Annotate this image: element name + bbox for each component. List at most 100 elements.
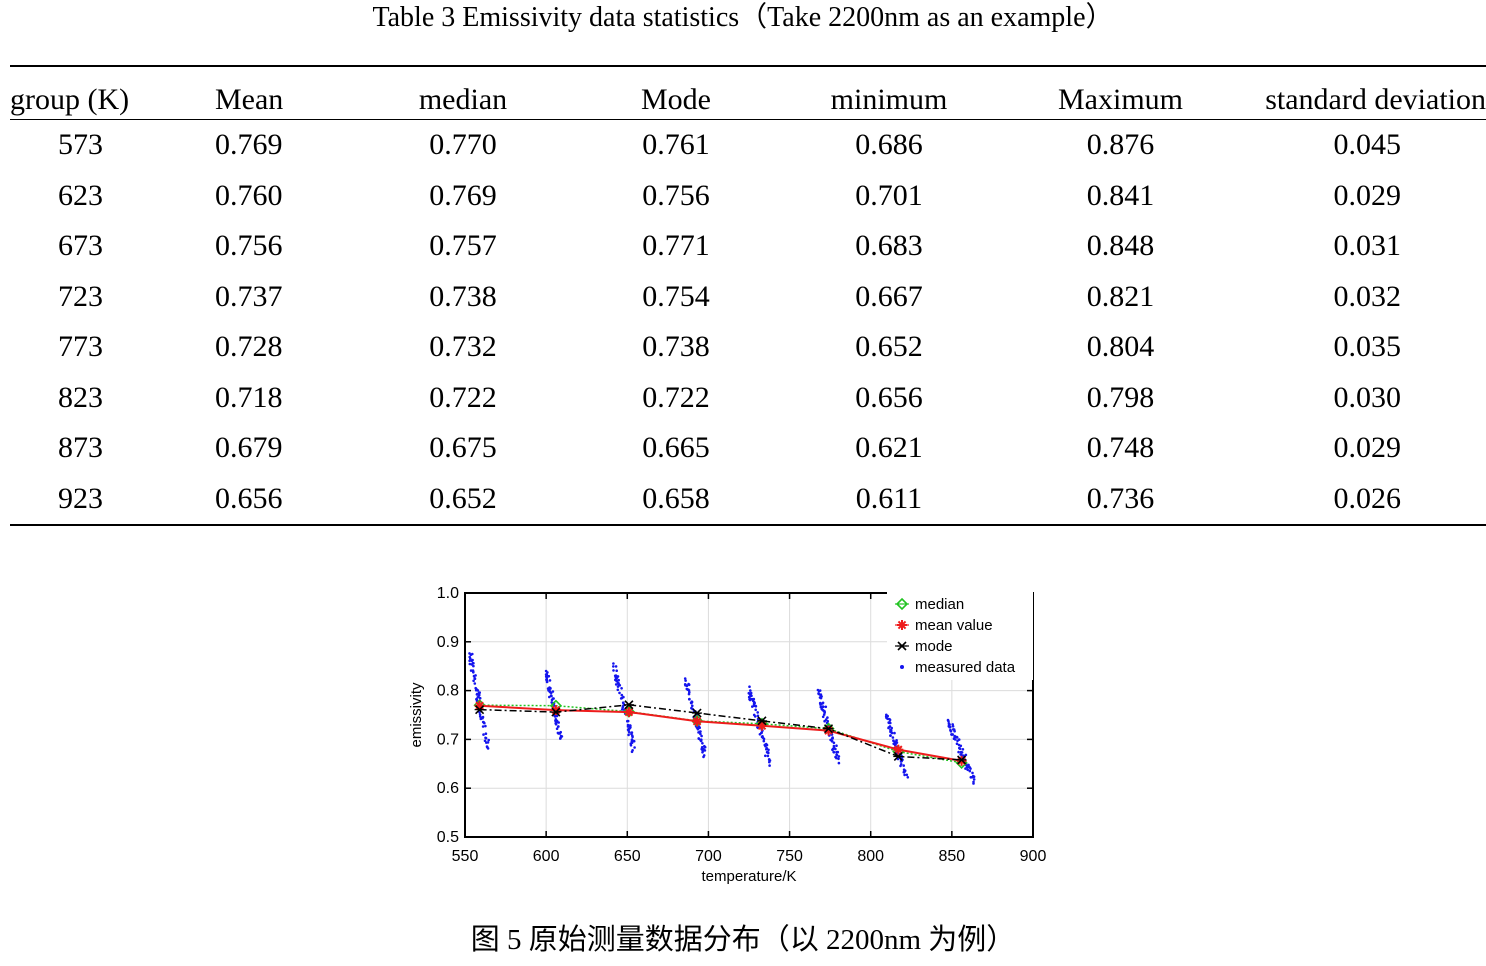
measured-data-point (899, 764, 902, 768)
chart-tick-labels: 550 600 650 700 750 800 850 900 0.5 0.6 0.7 0.8 0.9 1… (437, 585, 1047, 865)
table-title: Table 3 Emissivity data statistics（Take … (372, 2, 1114, 33)
chart-series-lines (473, 699, 968, 769)
table-cell: 0.667 (855, 279, 923, 313)
measured-data-point (614, 676, 618, 679)
measured-data-point (616, 688, 620, 692)
x-tick-label: 650 (614, 848, 641, 865)
measured-data-point (957, 750, 960, 754)
measured-data-point (476, 696, 479, 699)
measured-data-point (616, 685, 620, 688)
table-cell: 723 (58, 279, 103, 313)
marker-x (623, 700, 634, 710)
measured-data-point (821, 708, 824, 712)
marker-dot (900, 665, 904, 669)
measured-data-point (633, 746, 636, 749)
measured-data-point (835, 753, 838, 757)
measured-data-point (953, 738, 957, 741)
measured-data-point (473, 682, 477, 685)
measured-data-point (821, 705, 825, 709)
y-axis-label: emissivity (408, 682, 425, 748)
measured-data-point (616, 675, 620, 678)
measured-data-point (893, 740, 897, 744)
measured-data-point (699, 739, 703, 743)
measured-data-point (477, 691, 481, 694)
measured-data-point (957, 738, 961, 741)
y-tick-label: 0.7 (437, 731, 459, 748)
measured-data-point (822, 713, 826, 716)
y-tick-label: 0.8 (437, 683, 459, 700)
measured-data-point (486, 741, 490, 744)
measured-data-point (957, 743, 961, 747)
table-cell: 0.032 (1333, 279, 1402, 313)
measured-data-point (554, 723, 558, 726)
measured-data-point (835, 744, 838, 747)
measured-data-point (619, 697, 623, 700)
table-cell: 923 (10, 473, 153, 526)
table-cell: 0.738 (429, 279, 497, 313)
table-cell: 0.769 (215, 128, 283, 162)
y-tick-label: 1.0 (437, 585, 459, 602)
measured-data-point (703, 745, 707, 749)
measured-data-point (968, 766, 971, 769)
measured-data-point (817, 692, 820, 695)
measured-data-point (903, 770, 906, 774)
measured-data-point (949, 730, 953, 733)
measured-data-point (835, 756, 838, 760)
table-cell: 873 (58, 431, 103, 465)
table-cell: 0.841 (1086, 178, 1155, 212)
table-cell: 0.876 (1086, 128, 1155, 162)
measured-data-point (551, 690, 555, 693)
table-row: 623 0.760 0.769 0.756 0.701 0.841 0.029 (10, 171, 1486, 222)
measured-data-point (547, 689, 550, 692)
measured-data-point (955, 742, 959, 745)
measured-data-point (959, 750, 963, 754)
y-tick-label: 0.5 (437, 829, 459, 846)
table-cell: 0.769 (429, 178, 497, 212)
measured-data-point (764, 743, 768, 746)
measured-data-point (964, 767, 967, 770)
column-header: group (K) (10, 65, 153, 120)
measured-data-point (837, 755, 841, 758)
measured-data-point (890, 726, 893, 730)
marker-x (897, 641, 907, 651)
table-header-row: group (K) Mean median Mode minimum Maxim… (10, 65, 1486, 120)
legend-label: mode (915, 638, 953, 655)
table-cell: 823 (58, 380, 103, 414)
measured-data-point (889, 734, 892, 737)
measured-data-point (478, 715, 482, 718)
column-header: Mean (153, 65, 349, 120)
table-cell: 0.770 (429, 128, 497, 162)
table-cell: 0.029 (1333, 431, 1402, 465)
measured-data-point (752, 700, 756, 704)
table-cell: 0.658 (577, 473, 775, 526)
y-tick-label: 0.9 (437, 634, 459, 651)
measured-data-point (832, 744, 836, 748)
marker-star (692, 716, 703, 727)
measured-data-point (687, 683, 691, 687)
measured-data-point (832, 751, 836, 754)
measured-data-point (761, 736, 765, 739)
measured-data-point (701, 751, 704, 754)
measured-data-point (903, 773, 906, 777)
marker-x (756, 716, 767, 726)
measured-data-point (754, 708, 757, 712)
measured-data-point (475, 698, 479, 702)
table-row: 673 0.756 0.757 0.771 0.683 0.848 0.031 (10, 221, 1486, 272)
table-row: 873 0.679 0.675 0.665 0.621 0.748 0.029 (10, 423, 1486, 474)
measured-data-point (905, 773, 909, 777)
legend-item: mean value (895, 617, 993, 634)
marker-star (823, 725, 834, 736)
measured-data-point (748, 698, 752, 702)
table-cell: 0.686 (855, 128, 923, 162)
legend-item: measured data (900, 659, 1016, 676)
measured-data-point (889, 721, 892, 725)
measured-data-point (485, 745, 489, 748)
emissivity-chart: 550 600 650 700 750 800 850 900 0.5 0.6 0.7 0.8 0.9 1… (408, 585, 1047, 885)
measured-data-point (474, 686, 477, 690)
x-tick-label: 850 (939, 848, 966, 865)
measured-data-point (478, 693, 481, 697)
table-cell: 0.754 (642, 279, 710, 313)
measured-data-point (472, 679, 475, 683)
measured-data-point (765, 747, 769, 750)
table-row: 573 0.769 0.770 0.761 0.686 0.876 0.045 (10, 120, 1486, 171)
